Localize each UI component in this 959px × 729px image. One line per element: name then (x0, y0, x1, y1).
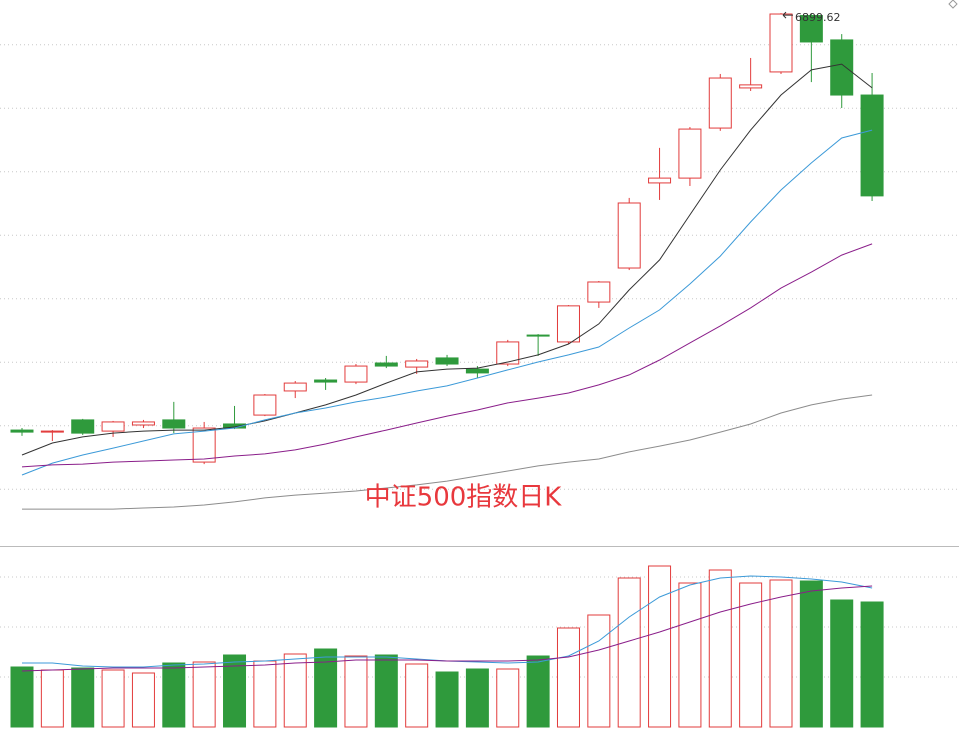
candle-body (344, 365, 368, 383)
volume-bar (435, 671, 459, 728)
moving-average-line (22, 394, 873, 510)
moving-average-line (21, 585, 873, 672)
candle-body (648, 177, 672, 184)
max-label: 6899.62 (795, 11, 841, 24)
volume-bar (465, 668, 489, 728)
volume-bar (10, 666, 34, 728)
candle-body (465, 368, 489, 374)
chart-title: 中证500指数日K (365, 483, 563, 513)
volume-bar (799, 580, 823, 728)
moving-average-line (21, 63, 873, 456)
candle-body (101, 421, 125, 432)
volume-bar (556, 627, 580, 728)
moving-average-line (21, 129, 873, 476)
candle-body (739, 84, 763, 89)
candle-body (131, 421, 155, 426)
volume-bar (253, 660, 277, 728)
candle-body (617, 202, 641, 269)
candle-body (192, 427, 216, 463)
volume-bar (374, 654, 398, 728)
volume-bar (223, 654, 247, 728)
candle-body (162, 419, 186, 429)
moving-average-line (21, 243, 873, 468)
corner-icon (948, 0, 958, 9)
volume-bar (405, 663, 429, 728)
candle-body (587, 281, 611, 303)
volume-bar (101, 669, 125, 728)
volume-bar (344, 655, 368, 728)
volume-bar (162, 662, 186, 728)
volume-bar (769, 579, 793, 728)
candle-body (526, 334, 550, 337)
volume-bar (526, 655, 550, 728)
volume-bar (587, 614, 611, 728)
volume-bar (830, 599, 854, 728)
candle-body (314, 379, 338, 383)
volume-bar (131, 672, 155, 728)
volume-bar (192, 661, 216, 728)
max-arrow (782, 11, 793, 19)
volume-bar (71, 667, 95, 728)
candle-body (10, 429, 34, 433)
volume-bar (648, 565, 672, 728)
candle-body (678, 128, 702, 179)
candle-body (830, 39, 854, 96)
candle-body (405, 360, 429, 368)
candle-body (435, 357, 459, 365)
volume-bar (314, 648, 338, 728)
volume-bar (708, 569, 732, 728)
candle-body (799, 15, 823, 43)
candle-body (769, 13, 793, 73)
volume-bar (617, 577, 641, 728)
volume-bar (496, 668, 520, 728)
candle-body (556, 305, 580, 343)
volume-bar (40, 669, 64, 728)
volume-bar (283, 653, 307, 728)
candle-body (496, 341, 520, 365)
volume-bar (678, 582, 702, 728)
candle-body (283, 382, 307, 392)
candle-body (708, 77, 732, 129)
volume-bar (739, 582, 763, 728)
volume-bar (860, 601, 884, 728)
candle-body (860, 94, 884, 197)
candle-body (71, 419, 95, 434)
candle-body (253, 394, 277, 416)
candle-body (374, 362, 398, 367)
candle-body (40, 430, 64, 433)
